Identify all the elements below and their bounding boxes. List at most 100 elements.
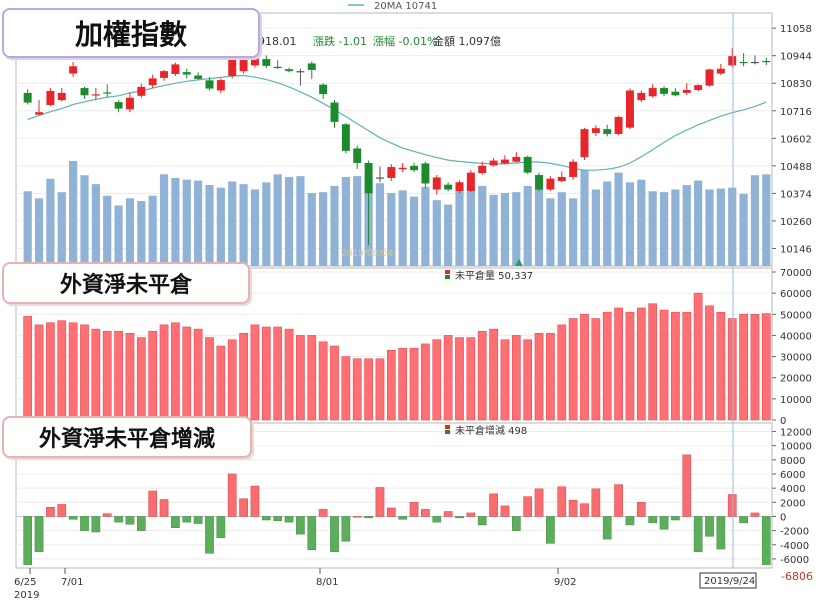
volume-bar [273,174,282,266]
price-tick-label: 10944 [780,52,812,63]
change-bar [284,516,294,523]
candle-body [614,117,623,134]
change-bar [750,512,760,517]
oi-bar [91,328,101,421]
candle-body [285,69,294,72]
volume-bar [625,182,635,266]
change-value: 漲跌 -1.01 [313,34,367,48]
change-bar [432,516,442,523]
oi-bar [330,345,339,421]
candle-body [410,165,419,171]
oi-bar [602,311,612,421]
amount-value: 金額 1,097億 [433,34,501,48]
oi-bar [761,313,771,421]
change-bar [682,454,692,517]
candle-body [444,184,453,190]
volume-bar [694,180,703,266]
price-tick-label: 10260 [780,217,812,228]
volume-bar [182,179,191,266]
x-label-8-01: 8/01 [316,577,338,588]
volume-bar [671,189,680,266]
change-bar [68,516,78,520]
oi-bar [296,335,305,421]
oi-bar [466,337,476,421]
change-bar [716,516,726,550]
candle-body [500,159,509,164]
candle-body [625,90,634,128]
candle-body [364,162,373,194]
oi-bar [489,328,498,421]
change-bar [330,516,339,553]
volume-bar [569,198,578,266]
ma-legend-text: 20MA 10741 [374,1,437,12]
change-tick-label: -2000 [780,527,809,538]
volume-bar [228,181,237,266]
oi-bar [693,292,703,421]
candle-body [535,175,544,190]
change-bar [580,503,589,517]
change-tick-label: 0 [780,512,786,523]
change-bar [80,516,89,531]
x-axis: 6/25 2019 7/01 8/01 9/02 2019/9/24 [14,568,757,601]
change-bar [568,499,578,517]
candle-body [466,172,475,191]
change-bar [705,516,714,537]
oi-bar [386,349,396,421]
change-bar [307,516,317,550]
oi-bar [625,311,635,421]
volume-bar [330,185,339,266]
candle-body [262,59,271,66]
change-bar [659,516,669,530]
oi-bar [534,333,544,421]
oi-bar [500,339,510,421]
volume-bar [512,192,521,266]
price-tick-label: 10374 [780,189,812,200]
volume-bar [239,184,248,266]
oi-bar [307,335,317,421]
change-bar [91,516,101,533]
candle-body [148,78,157,86]
candle-body [273,66,282,68]
change-bar [421,509,430,517]
oi-bar [375,358,385,421]
oi-bar [352,358,362,421]
oi-tick-label: 0 [780,416,786,427]
volume-bar [546,198,555,266]
volume-bar [534,187,544,266]
change-bar [648,516,658,524]
oi-bar [443,335,453,421]
change-bar [318,509,328,517]
oi-tick-label: 30000 [780,353,812,364]
percent-value: 漲幅 -0.01% [373,35,437,48]
oi-bar [568,318,578,421]
oi-legend: 未平倉量 50,337 [445,269,533,282]
change-bar [136,516,146,531]
candle-body [216,80,225,91]
candle-body [557,176,566,182]
price-tick-label: 10488 [780,162,812,173]
oi-tick-label: 60000 [780,289,812,300]
volume-bar [637,179,646,266]
volume-bar [262,182,271,266]
volume-bar [296,176,305,266]
change-bar [398,516,408,520]
change-bar [114,516,123,523]
candle-body [319,84,328,95]
change-bar [625,516,635,526]
volume-bar [250,189,260,266]
change-bar [489,493,498,517]
volume-bar [489,194,498,266]
title-badge-open-interest-change: 外資淨未平倉增減 [2,416,252,458]
candle-body [250,54,259,66]
candle-body [114,102,123,109]
oi-legend-text: 未平倉量 50,337 [455,269,533,282]
change-bar [205,516,214,554]
candle-body [341,124,350,151]
oi-tick-label: 10000 [780,395,812,406]
volume-bar [659,192,669,266]
candle-body [682,89,691,93]
oi-bar [102,330,112,421]
volume-bar [57,192,66,266]
change-bar [250,485,260,517]
